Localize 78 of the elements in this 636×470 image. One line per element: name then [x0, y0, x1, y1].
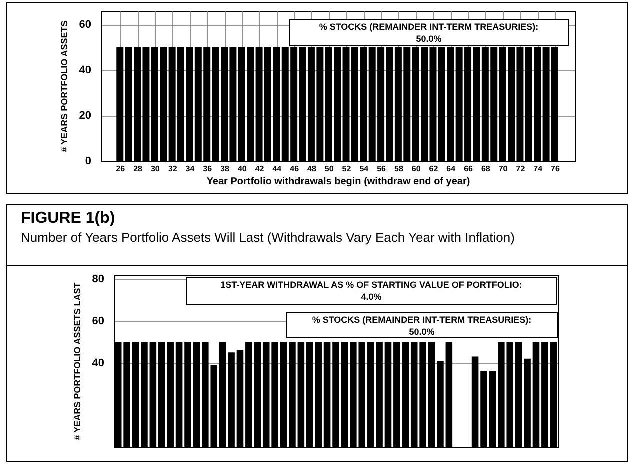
bar	[289, 342, 296, 447]
bar	[246, 342, 252, 447]
bar	[420, 342, 426, 447]
y-tick-label: 40	[79, 64, 92, 77]
x-tick-label: 68	[481, 164, 491, 174]
x-tick-label: 36	[203, 164, 213, 174]
bar	[410, 342, 418, 447]
x-tick-label: 34	[186, 164, 196, 174]
bar	[437, 361, 444, 447]
bar	[280, 342, 288, 447]
bar	[272, 342, 278, 447]
y-tick-label: 80	[92, 274, 104, 286]
bar	[428, 342, 436, 447]
chart-subtitle: Number of Years Portfolio Assets Will Last (Withdrawals Vary Each Year with Inflation)	[21, 230, 516, 246]
x-tick-label: 52	[342, 164, 352, 174]
bar	[262, 342, 270, 447]
x-tick-label: 26	[116, 164, 126, 174]
bar	[515, 342, 522, 447]
x-tick-label: 50	[324, 164, 334, 174]
x-tick-label: 32	[168, 164, 178, 174]
bar	[124, 342, 130, 447]
bar	[219, 342, 226, 447]
x-tick-label: 56	[377, 164, 387, 174]
x-tick-label: 70	[498, 164, 508, 174]
bar	[193, 342, 200, 447]
x-axis-title: Year Portfolio withdrawals begin (withdraw end of year)	[206, 176, 470, 188]
x-tick-label: 74	[534, 164, 544, 174]
bar	[254, 342, 262, 447]
y-tick-label: 60	[79, 19, 92, 32]
x-tick-label: 72	[516, 164, 526, 174]
bar	[141, 342, 148, 447]
bar	[332, 342, 340, 447]
x-tick-label: 58	[394, 164, 404, 174]
x-tick-label: 38	[220, 164, 230, 174]
note-box: 1ST-YEAR WITHDRAWAL AS % OF STARTING VALUE OF PORTFOLIO: 4.0%	[186, 277, 557, 305]
x-tick-label: 42	[255, 164, 265, 174]
x-tick-label: 62	[429, 164, 439, 174]
bar	[150, 342, 157, 447]
bar	[446, 342, 453, 447]
x-tick-label: 48	[308, 164, 317, 174]
x-tick-label: 40	[238, 164, 248, 174]
bar	[184, 342, 192, 447]
x-tick-label: 66	[464, 164, 474, 174]
bar	[236, 350, 244, 447]
bar	[472, 356, 479, 447]
y-tick-label: 20	[79, 110, 92, 122]
bar	[402, 342, 410, 447]
x-tick-label: 64	[446, 164, 456, 174]
bar	[376, 342, 383, 447]
bar	[384, 342, 392, 447]
x-tick-label: 60	[412, 164, 422, 174]
bar	[542, 342, 548, 447]
bar	[367, 342, 374, 447]
note-box: % STOCKS (REMAINDER INT-TERM TREASURIES): 50.0%	[289, 19, 569, 46]
bar	[298, 342, 305, 447]
bar	[480, 371, 488, 447]
x-tick-label: 28	[134, 164, 144, 174]
bar	[524, 358, 531, 447]
bar	[489, 371, 496, 447]
chart-title: FIGURE 1(b)	[21, 210, 116, 228]
bar	[341, 342, 348, 447]
bar	[394, 342, 400, 447]
y-tick-label: 40	[92, 358, 104, 370]
bar	[532, 342, 540, 447]
x-tick-label: 76	[551, 164, 560, 174]
y-tick-label: 60	[92, 316, 104, 328]
x-tick-label: 46	[290, 164, 300, 174]
y-axis-title: # YEARS PORTFOLIO ASSETS	[59, 20, 70, 152]
y-axis-title: # YEARS PORTFOLIO ASSETS LAST	[72, 282, 82, 440]
note-box: % STOCKS (REMAINDER INT-TERM TREASURIES): 50.0%	[286, 312, 558, 338]
x-tick-label: 44	[272, 164, 282, 174]
x-tick-label: 30	[150, 164, 160, 174]
bar	[228, 352, 235, 447]
x-tick-label: 54	[360, 164, 370, 174]
bar	[132, 342, 140, 447]
y-tick-label: 0	[85, 156, 92, 168]
bar	[176, 342, 183, 447]
bar	[324, 342, 331, 447]
